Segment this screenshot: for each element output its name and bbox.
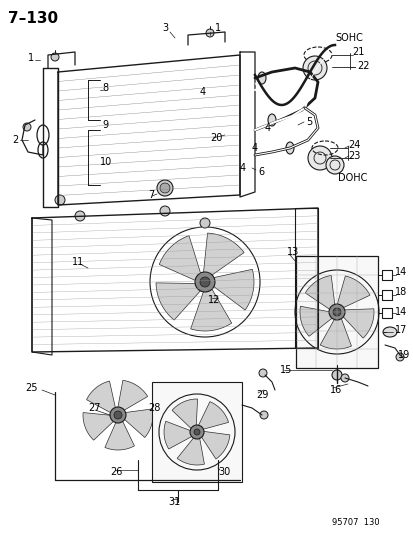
- Polygon shape: [319, 317, 351, 349]
- Polygon shape: [197, 402, 228, 430]
- Text: 19: 19: [397, 350, 409, 360]
- Circle shape: [159, 206, 170, 216]
- Ellipse shape: [257, 72, 266, 84]
- Text: 24: 24: [347, 140, 359, 150]
- Text: 16: 16: [329, 385, 342, 395]
- Text: 18: 18: [394, 287, 406, 297]
- Polygon shape: [164, 421, 193, 449]
- Circle shape: [325, 156, 343, 174]
- Circle shape: [51, 53, 59, 61]
- Text: 28: 28: [147, 403, 160, 413]
- Text: 22: 22: [356, 61, 369, 71]
- Circle shape: [23, 123, 31, 131]
- Circle shape: [206, 29, 214, 37]
- Circle shape: [190, 425, 204, 439]
- Text: 4: 4: [240, 163, 246, 173]
- Text: 12: 12: [207, 295, 220, 305]
- Text: 7–130: 7–130: [8, 11, 58, 26]
- Text: 25: 25: [26, 383, 38, 393]
- Text: 17: 17: [394, 325, 406, 335]
- Text: 4: 4: [252, 143, 257, 153]
- Circle shape: [194, 429, 199, 435]
- Polygon shape: [341, 309, 373, 338]
- Polygon shape: [200, 431, 229, 459]
- Ellipse shape: [382, 327, 396, 337]
- Polygon shape: [336, 276, 369, 309]
- Circle shape: [259, 411, 267, 419]
- Polygon shape: [299, 306, 333, 336]
- Circle shape: [307, 146, 331, 170]
- Polygon shape: [211, 269, 254, 310]
- Text: 14: 14: [394, 307, 406, 317]
- Circle shape: [159, 183, 170, 193]
- Text: 8: 8: [102, 83, 108, 93]
- Text: 10: 10: [100, 157, 112, 167]
- Text: 3: 3: [161, 23, 168, 33]
- Bar: [152, 382, 242, 482]
- Polygon shape: [122, 409, 153, 438]
- Circle shape: [332, 308, 340, 316]
- Polygon shape: [172, 399, 197, 430]
- Polygon shape: [83, 413, 115, 440]
- Text: 11: 11: [72, 257, 84, 267]
- Circle shape: [340, 374, 348, 382]
- Circle shape: [114, 411, 122, 419]
- Text: 1: 1: [28, 53, 34, 63]
- Circle shape: [199, 277, 209, 287]
- Polygon shape: [117, 381, 147, 411]
- Text: 30: 30: [218, 467, 230, 477]
- Polygon shape: [159, 236, 201, 281]
- Text: 29: 29: [255, 390, 268, 400]
- Bar: [295, 256, 377, 368]
- Circle shape: [199, 218, 209, 228]
- Circle shape: [302, 56, 326, 80]
- Text: 2: 2: [12, 135, 18, 145]
- Circle shape: [55, 195, 65, 205]
- Polygon shape: [177, 437, 204, 465]
- Ellipse shape: [285, 142, 293, 154]
- Circle shape: [328, 304, 344, 320]
- Text: 15: 15: [279, 365, 292, 375]
- Text: 13: 13: [286, 247, 299, 257]
- Circle shape: [75, 211, 85, 221]
- Polygon shape: [304, 276, 334, 310]
- Text: 23: 23: [347, 151, 359, 161]
- Text: 5: 5: [305, 117, 311, 127]
- Circle shape: [259, 369, 266, 377]
- Polygon shape: [104, 418, 134, 450]
- Polygon shape: [86, 381, 116, 414]
- Circle shape: [195, 272, 214, 292]
- Text: 7: 7: [147, 190, 154, 200]
- Text: 4: 4: [199, 87, 206, 97]
- Ellipse shape: [267, 114, 275, 126]
- Text: DOHC: DOHC: [337, 173, 366, 183]
- Polygon shape: [190, 287, 231, 331]
- Text: 95707  130: 95707 130: [332, 519, 379, 528]
- Text: 27: 27: [88, 403, 100, 413]
- Text: 4: 4: [264, 123, 271, 133]
- Text: 14: 14: [394, 267, 406, 277]
- Text: 9: 9: [102, 120, 108, 130]
- Polygon shape: [156, 283, 201, 320]
- Text: 31: 31: [168, 497, 180, 507]
- Circle shape: [395, 353, 403, 361]
- Text: SOHC: SOHC: [334, 33, 362, 43]
- Polygon shape: [203, 233, 244, 276]
- Circle shape: [110, 407, 126, 423]
- Text: 21: 21: [351, 47, 363, 57]
- Text: 20: 20: [209, 133, 222, 143]
- Text: 6: 6: [257, 167, 263, 177]
- Text: 1: 1: [214, 23, 221, 33]
- Text: 26: 26: [110, 467, 122, 477]
- Circle shape: [331, 370, 341, 380]
- Circle shape: [157, 180, 173, 196]
